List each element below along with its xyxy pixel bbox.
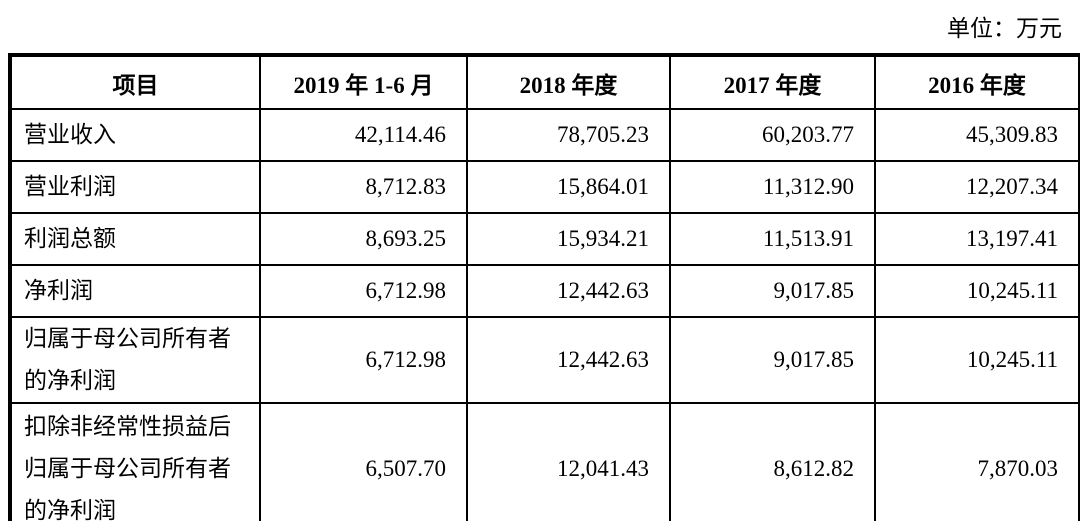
column-header-2019h1: 2019 年 1-6 月 (259, 54, 468, 110)
unit-label: 单位：万元 (947, 16, 1062, 41)
cell-value: 9,017.85 (669, 316, 876, 404)
column-header-2018: 2018 年度 (466, 54, 671, 110)
cell-value: 9,017.85 (669, 264, 876, 318)
cell-value: 6,712.98 (259, 264, 468, 318)
cell-value: 12,442.63 (466, 264, 671, 318)
column-header-2017: 2017 年度 (669, 54, 876, 110)
table-row-operating-revenue: 营业收入 42,114.46 78,705.23 60,203.77 45,30… (9, 108, 1080, 162)
cell-value: 8,693.25 (259, 212, 468, 266)
cell-value: 60,203.77 (669, 108, 876, 162)
row-label: 扣除非经常性损益后归属于母公司所有者的净利润 (9, 402, 261, 521)
cell-value: 13,197.41 (874, 212, 1080, 266)
row-label: 净利润 (9, 264, 261, 318)
column-header-2016: 2016 年度 (874, 54, 1080, 110)
cell-value: 8,712.83 (259, 160, 468, 214)
cell-value: 12,041.43 (466, 402, 671, 521)
header-row: 项目 2019 年 1-6 月 2018 年度 2017 年度 2016 年度 (9, 54, 1080, 110)
table-row-net-profit-parent-excl-nonrecurring: 扣除非经常性损益后归属于母公司所有者的净利润 6,507.70 12,041.4… (9, 402, 1080, 521)
table-row-total-profit: 利润总额 8,693.25 15,934.21 11,513.91 13,197… (9, 212, 1080, 266)
cell-value: 11,312.90 (669, 160, 876, 214)
cell-value: 78,705.23 (466, 108, 671, 162)
cell-value: 45,309.83 (874, 108, 1080, 162)
financial-summary-table: 项目 2019 年 1-6 月 2018 年度 2017 年度 2016 年度 … (8, 53, 1080, 521)
cell-value: 15,864.01 (466, 160, 671, 214)
cell-value: 15,934.21 (466, 212, 671, 266)
cell-value: 6,507.70 (259, 402, 468, 521)
table-row-operating-profit: 营业利润 8,712.83 15,864.01 11,312.90 12,207… (9, 160, 1080, 214)
row-label: 营业利润 (9, 160, 261, 214)
table-row-net-profit-parent: 归属于母公司所有者的净利润 6,712.98 12,442.63 9,017.8… (9, 316, 1080, 404)
row-label: 营业收入 (9, 108, 261, 162)
cell-value: 12,442.63 (466, 316, 671, 404)
row-label: 归属于母公司所有者的净利润 (9, 316, 261, 404)
table-row-net-profit: 净利润 6,712.98 12,442.63 9,017.85 10,245.1… (9, 264, 1080, 318)
cell-value: 42,114.46 (259, 108, 468, 162)
cell-value: 10,245.11 (874, 316, 1080, 404)
cell-value: 6,712.98 (259, 316, 468, 404)
row-label: 利润总额 (9, 212, 261, 266)
cell-value: 10,245.11 (874, 264, 1080, 318)
column-header-item: 项目 (9, 54, 261, 110)
cell-value: 7,870.03 (874, 402, 1080, 521)
cell-value: 12,207.34 (874, 160, 1080, 214)
cell-value: 11,513.91 (669, 212, 876, 266)
cell-value: 8,612.82 (669, 402, 876, 521)
